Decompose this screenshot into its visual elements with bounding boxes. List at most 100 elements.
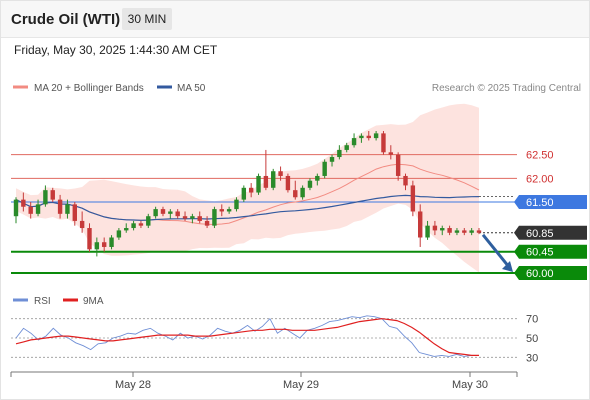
candle-body [35,204,41,214]
header-bar: Crude Oil (WTI) 30 MIN [1,1,589,38]
candle-body [388,152,394,155]
candle-body [359,135,364,139]
candle-body [43,190,48,205]
time-tick-label: May 28 [115,379,151,391]
datetime-label: Friday, May 30, 2025 1:44:30 AM CET [14,43,218,57]
bollinger-band-fill [16,103,479,273]
instrument-title: Crude Oil (WTI) [11,11,121,28]
candle-body [197,216,202,221]
candle-body [263,175,269,188]
candle-body [190,216,195,219]
candle-body [285,175,291,191]
rsi-tick-70: 70 [526,314,538,326]
candle-body [175,211,180,217]
candle-body [256,175,261,193]
ma50-legend-label: MA 50 [177,83,206,94]
level-label-60.85: 60.85 [526,228,554,240]
forecast-arrow-shaft [481,233,511,268]
candle-body [476,230,482,233]
candle-body [131,223,136,229]
timeframe-button[interactable]: 30 MIN [122,8,172,30]
candle-body [469,230,474,233]
candle-body [124,228,129,231]
level-tag-60.85 [514,225,587,240]
level-tag-60.45 [514,244,587,259]
rsi-line [15,315,479,357]
candle-body [21,199,26,207]
candle-body [160,209,166,214]
level-label-61.50: 61.50 [526,197,554,209]
candle-body [65,204,70,214]
candle-body [366,135,371,139]
candle-body [293,190,298,198]
candle-body [204,220,210,226]
candle-body [109,237,114,247]
candle-body [351,138,357,146]
level-tag-60.00 [514,266,587,280]
rsi-panel: 70 50 30 [11,314,538,364]
candle-body [381,133,386,153]
time-axis: May 28 May 29 May 30 [10,371,518,391]
bollinger-legend-label: MA 20 + Bollinger Bands [34,83,144,94]
candle-body [182,216,188,219]
candle-body [138,223,144,226]
candle-body [300,187,305,198]
candle-body [241,187,247,200]
candle-body [337,149,342,158]
forecast-arrow-head [502,261,513,272]
candle-body [219,209,224,212]
level-label-60.45: 60.45 [526,247,554,259]
candle-body [432,225,438,231]
moving-averages [15,163,515,226]
candle-body [50,190,55,200]
rsi-legend-label: RSI [34,296,51,307]
candle-body [28,206,33,214]
candle-body [168,211,173,214]
candle-body [307,180,313,188]
candle-body [13,199,19,217]
time-tick-label: May 29 [283,379,319,391]
level-label-60.00: 60.00 [526,268,554,280]
candle-body [462,230,467,233]
candle-body [116,230,122,238]
candle-body [447,228,452,233]
candle-body [329,157,335,162]
copyright-credit: Research © 2025 Trading Central [432,83,581,94]
candle-body [72,204,77,221]
candle-body [425,225,430,238]
candle-body [440,228,445,231]
rsi-ma-legend-label: 9MA [83,296,104,307]
candle-body [395,154,401,176]
candle-body [315,175,320,181]
chart-canvas: MA 20 + Bollinger Bands MA 50 Research ©… [10,83,587,391]
candle-body [403,175,408,186]
candle-body [212,209,217,226]
candle-body [101,242,107,247]
candle-body [344,145,349,150]
candle-body [226,209,232,212]
candle-body [271,171,276,188]
rsi-tick-30: 30 [526,352,538,364]
candle-body [454,230,460,233]
candle-body [248,187,254,193]
candle-body [153,209,158,217]
ma50-line [15,194,480,221]
candle-body [234,199,239,210]
bollinger-band [16,103,479,273]
rsi-tick-50: 50 [526,333,538,345]
level-labels: 62.50 62.00 61.50 60.85 60.45 60.00 [514,150,587,280]
candle-body [146,216,151,226]
candle-body [322,161,327,176]
level-label-62.00: 62.00 [526,173,554,185]
candles [13,131,482,257]
candle-body [278,171,283,176]
candle-body [373,133,379,139]
forecast-arrow [481,233,513,272]
candle-body [418,211,423,238]
level-tag-61.50 [514,195,587,209]
rsi-ma-line [15,318,479,356]
candle-body [87,228,92,250]
time-tick-label: May 30 [452,379,488,391]
level-label-62.50: 62.50 [526,150,554,162]
